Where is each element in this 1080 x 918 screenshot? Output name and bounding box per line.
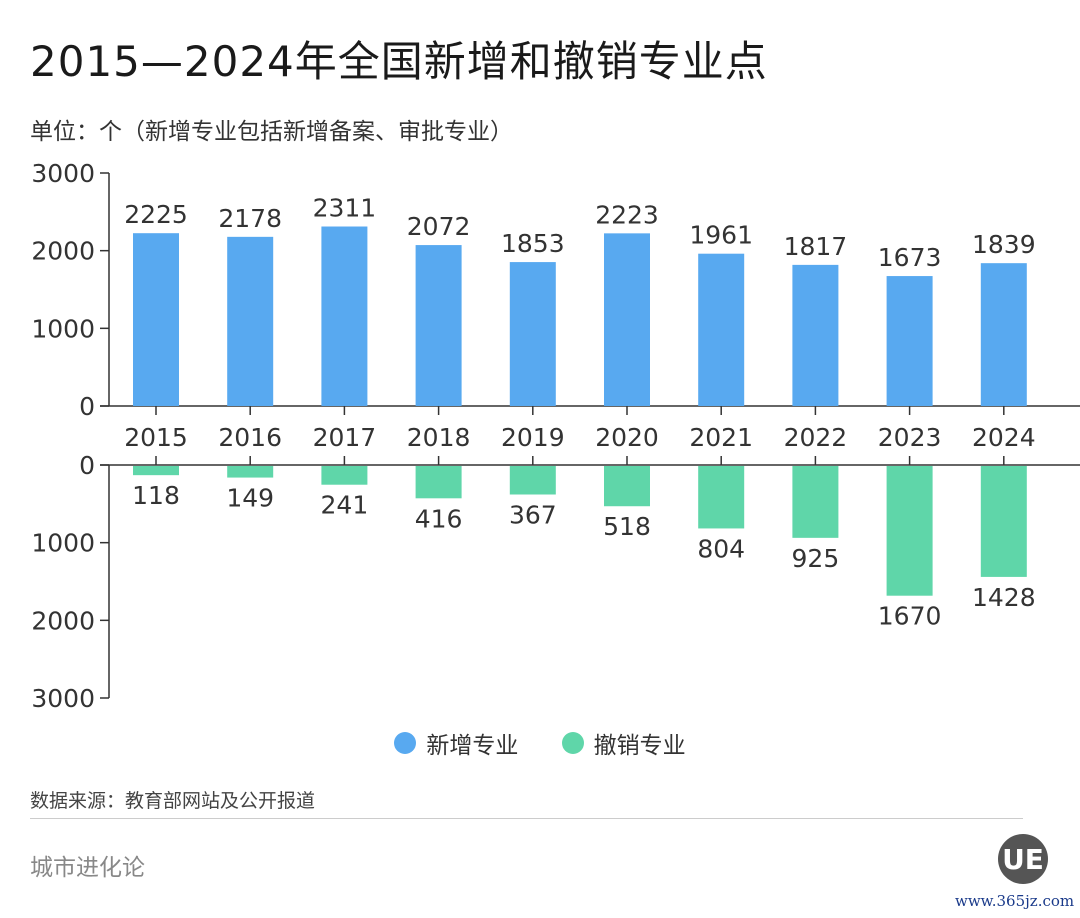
- bar-chart: 0 0 1000 1000 2000 2000 3000 3000 2225 2015 118 217…: [31, 159, 1080, 713]
- data-label-revoked: 118: [132, 481, 180, 510]
- data-label-revoked: 241: [321, 491, 369, 520]
- bar-added: [227, 236, 274, 406]
- bar-added: [792, 264, 839, 406]
- legend-dot-icon: [561, 732, 584, 754]
- x-tick-label: 2019: [501, 423, 565, 452]
- y-tick-label: 3000: [31, 159, 95, 188]
- data-label-revoked: 1670: [878, 602, 942, 631]
- divider: [30, 818, 1023, 819]
- website-watermark: www.365jz.com: [955, 892, 1075, 910]
- data-label-added: 2223: [595, 200, 659, 229]
- data-label-revoked: 416: [415, 504, 463, 533]
- data-label-revoked: 149: [226, 484, 274, 513]
- data-label-added: 1839: [972, 230, 1036, 259]
- chart-subtitle: 单位：个（新增专业包括新增备案、审批专业）: [30, 119, 513, 145]
- x-tick-label: 2020: [595, 423, 659, 452]
- x-tick-label: 2018: [407, 423, 471, 452]
- legend: 新增专业 撤销专业: [0, 726, 1080, 760]
- data-label-revoked: 518: [603, 512, 651, 541]
- data-label-added: 2225: [124, 200, 188, 229]
- bar-revoked: [321, 466, 368, 485]
- y-tick-label: 1000: [31, 314, 95, 343]
- bar-added: [886, 276, 933, 406]
- bar-revoked: [886, 466, 933, 596]
- legend-label: 撤销专业: [593, 733, 686, 759]
- data-source: 数据来源：教育部网站及公开报道: [30, 790, 316, 812]
- bar-revoked: [604, 466, 650, 507]
- data-label-added: 2311: [313, 194, 377, 223]
- x-tick-label: 2015: [124, 423, 188, 452]
- bar-revoked: [509, 466, 556, 495]
- y-tick-label: 0: [79, 451, 95, 480]
- brand-logo: UE: [998, 834, 1048, 884]
- bar-added: [321, 226, 368, 406]
- data-label-revoked: 367: [509, 501, 557, 530]
- data-label-added: 1961: [689, 221, 753, 250]
- bar-added: [133, 233, 179, 406]
- data-label-revoked: 1428: [972, 583, 1036, 612]
- bar-revoked: [133, 466, 179, 476]
- y-tick-label: 2000: [31, 237, 95, 266]
- data-label-revoked: 804: [697, 534, 745, 563]
- data-label-added: 1673: [878, 243, 942, 272]
- chart-title: 2015—2024年全国新增和撤销专业点: [30, 37, 768, 86]
- x-tick-label: 2024: [972, 423, 1036, 452]
- legend-item-revoked: 撤销专业: [561, 726, 686, 760]
- data-label-added: 1853: [501, 229, 565, 258]
- x-tick-label: 2016: [218, 423, 282, 452]
- brand-name: 城市进化论: [30, 855, 145, 881]
- x-tick-label: 2017: [313, 423, 377, 452]
- legend-label: 新增专业: [426, 733, 519, 759]
- y-tick-label: 3000: [31, 684, 95, 713]
- y-tick-label: 0: [79, 392, 95, 421]
- bar-revoked: [980, 466, 1027, 577]
- data-label-added: 2178: [218, 204, 282, 233]
- bar-added: [980, 263, 1027, 406]
- bar-added: [698, 253, 745, 406]
- x-tick-label: 2022: [784, 423, 848, 452]
- data-label-revoked: 925: [792, 544, 840, 573]
- bar-added: [509, 262, 556, 406]
- data-label-added: 1817: [784, 232, 848, 261]
- bar-revoked: [227, 466, 274, 478]
- bar-added: [415, 245, 462, 406]
- x-tick-label: 2023: [878, 423, 942, 452]
- data-label-added: 2072: [407, 212, 471, 241]
- bar-revoked: [698, 466, 745, 529]
- bar-added: [604, 233, 650, 406]
- logo-text: UE: [1002, 842, 1044, 876]
- y-tick-label: 2000: [31, 606, 95, 635]
- legend-item-added: 新增专业: [394, 726, 518, 760]
- bar-revoked: [415, 466, 462, 499]
- bar-revoked: [792, 466, 839, 538]
- x-tick-label: 2021: [689, 423, 753, 452]
- legend-dot-icon: [394, 732, 417, 754]
- y-tick-label: 1000: [31, 529, 95, 558]
